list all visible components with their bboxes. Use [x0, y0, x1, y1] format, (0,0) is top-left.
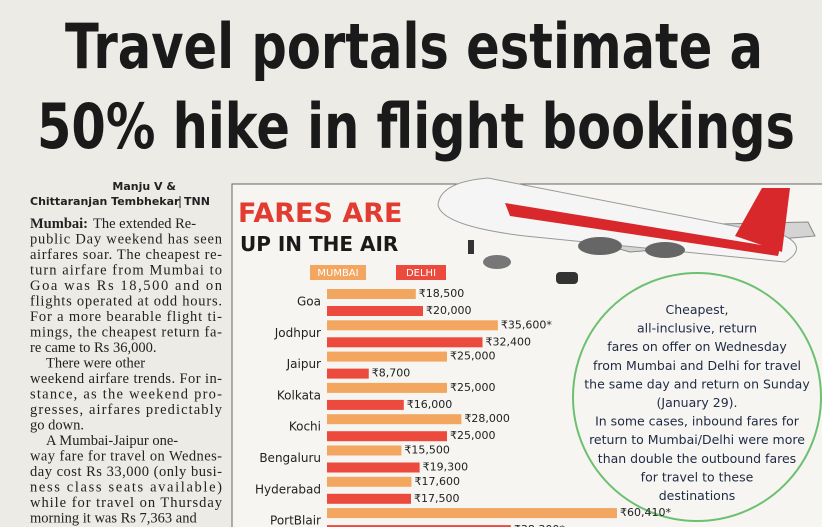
tail	[735, 188, 790, 252]
value-label: ₹25,000	[450, 381, 496, 394]
article-line: mings, the cheapest return fa-	[30, 325, 222, 341]
value-label: ₹19,300	[423, 461, 469, 474]
callout-line: Cheapest,	[665, 302, 728, 317]
legend-label: DELHI	[406, 268, 436, 279]
article-line: airfares soar. The cheapest re-	[30, 247, 222, 263]
bar	[327, 382, 447, 393]
dateline: Mumbai:	[30, 216, 88, 232]
bar	[327, 368, 369, 379]
article-line: For a more bearable flight ti-	[30, 309, 222, 325]
value-label: ₹16,000	[407, 398, 453, 411]
value-label: ₹60,410*	[620, 506, 671, 519]
article-line: go down.	[30, 418, 84, 434]
category-label: PortBlair	[270, 514, 321, 527]
legend-label: MUMBAI	[317, 268, 358, 279]
value-label: ₹8,700	[372, 367, 411, 380]
article-line: while for travel on Thursday	[30, 495, 223, 511]
value-label: ₹25,000	[450, 350, 496, 363]
article-line: way fare for travel on Wednes-	[30, 449, 222, 465]
bar	[327, 289, 416, 299]
article-line: stance, as the weekend pro-	[30, 387, 222, 403]
value-label: ₹17,500	[414, 492, 460, 505]
category-label: Kolkata	[277, 388, 321, 402]
bar	[327, 445, 402, 456]
article-line: morning it was Rs 7,363 and	[30, 511, 197, 527]
bar	[327, 337, 483, 348]
article-line: A Mumbai-Jaipur one-	[46, 433, 178, 449]
bar	[327, 414, 462, 425]
category-label: Hyderabad	[255, 482, 321, 496]
engine	[483, 255, 511, 269]
callout-circle	[572, 272, 822, 522]
article-line: gresses, airfares predictably	[30, 402, 223, 418]
article-line: re came to Rs 36,000.	[30, 340, 156, 356]
airplane	[437, 177, 816, 284]
value-label: ₹35,600*	[501, 318, 552, 331]
value-label: ₹20,000	[426, 304, 472, 317]
article-line: weekend airfare trends. For in-	[30, 371, 222, 387]
value-label: ₹25,000	[450, 429, 496, 442]
article-line: There were other	[46, 356, 145, 372]
byline-author: Chittaranjan Tembhekar	[30, 195, 180, 208]
legend-swatch	[396, 265, 446, 280]
bar	[327, 493, 411, 504]
byline-agency: TNN	[184, 195, 210, 208]
bar	[327, 525, 511, 527]
value-label: ₹17,600	[414, 475, 460, 488]
engine	[578, 237, 622, 255]
bar	[327, 462, 420, 473]
callout-line: all-inclusive, return	[637, 321, 757, 336]
bar	[327, 508, 617, 519]
bar	[327, 320, 498, 331]
category-label: Goa	[297, 295, 321, 309]
value-label: ₹28,000	[464, 412, 510, 425]
callout-line: than double the outbound fares	[598, 451, 796, 466]
bar	[327, 399, 404, 410]
category-label: Jodhpur	[274, 326, 321, 340]
value-label: ₹15,500	[404, 444, 450, 457]
article-line: day cost Rs 33,000 (only busi-	[30, 464, 222, 480]
value-label: ₹38,300*	[514, 523, 565, 527]
bar	[327, 431, 447, 442]
value-label: ₹32,400	[486, 335, 532, 348]
bar	[327, 351, 447, 362]
headline-line: Travel portals estimate a	[65, 10, 763, 83]
category-label: Bengaluru	[259, 451, 321, 465]
engine	[645, 242, 685, 258]
article-line: flights operated at odd hours.	[30, 294, 222, 310]
headline-line: 50% hike in flight bookings	[37, 90, 795, 163]
byline-author: Manju V &	[112, 180, 176, 193]
callout-line: the same day and return on Sunday	[584, 376, 810, 391]
bar	[327, 476, 412, 487]
callout-line: (January 29).	[657, 395, 738, 410]
callout-line: fares on offer on Wednesday	[607, 339, 787, 354]
chart-subtitle: UP IN THE AIR	[240, 232, 398, 256]
article-line: turn airfare from Mumbai to	[30, 263, 222, 279]
category-label: Jaipur	[286, 357, 321, 371]
bar	[327, 306, 423, 316]
legend-swatch	[310, 265, 366, 280]
callout-line: destinations	[659, 488, 736, 503]
article-line: public Day weekend has seen	[30, 232, 223, 248]
callout-line: from Mumbai and Delhi for travel	[593, 358, 801, 373]
landing-gear	[468, 240, 474, 254]
chart-title: FARES ARE	[238, 198, 402, 229]
callout-line: In some cases, inbound fares for	[595, 414, 800, 429]
callout-line: return to Mumbai/Delhi were more	[589, 432, 805, 447]
stripe	[505, 203, 780, 256]
value-label: ₹18,500	[419, 287, 465, 300]
category-label: Kochi	[289, 420, 321, 434]
callout-line: for travel to these	[641, 469, 754, 484]
landing-gear	[556, 272, 578, 284]
article-line: Goa was Rs 18,500 and on	[30, 278, 223, 294]
article-line: The extended Re-	[93, 216, 196, 232]
